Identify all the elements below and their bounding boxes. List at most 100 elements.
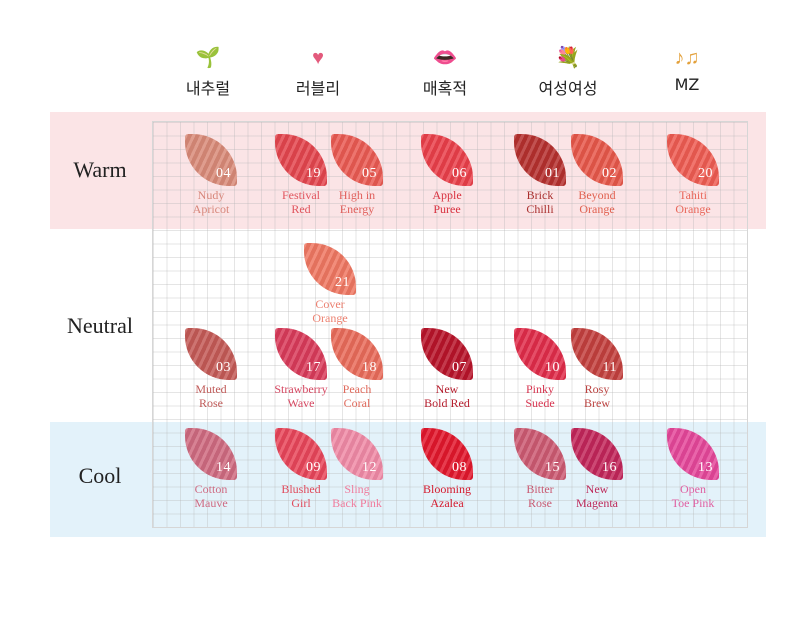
swatch-name: Pinky Suede xyxy=(525,382,555,410)
swatch-chip: 01 xyxy=(514,134,566,186)
swatch-name: Rosy Brew xyxy=(584,382,610,410)
swatch-name: New Bold Red xyxy=(424,382,470,410)
swatch-chip: 19 xyxy=(275,134,327,186)
column-header-2: ♥ 러블리 xyxy=(268,45,368,99)
lipstick-swatch-12: 12 Sling Back Pink xyxy=(317,428,397,510)
swatch-chip: 11 xyxy=(571,328,623,380)
swatch-name: Sling Back Pink xyxy=(332,482,382,510)
swatch-number: 20 xyxy=(698,166,713,181)
swatch-name: Cover Orange xyxy=(312,297,348,325)
lipstick-swatch-16: 16 New Magenta xyxy=(557,428,637,510)
swatch-name: Apple Puree xyxy=(432,188,462,216)
sprout-icon: 🌱 xyxy=(195,47,221,69)
swatch-chip: 08 xyxy=(421,428,473,480)
swatch-number: 17 xyxy=(306,360,321,375)
swatch-name: Blushed Girl xyxy=(281,482,321,510)
swatch-name: Brick Chilli xyxy=(526,188,554,216)
swatch-number: 16 xyxy=(602,460,617,475)
row-label-warm: Warm xyxy=(73,157,127,182)
swatch-number: 09 xyxy=(306,460,321,475)
swatch-number: 18 xyxy=(362,360,377,375)
flowers-icon: 💐 xyxy=(555,47,581,69)
column-header-3: 👄 매혹적 xyxy=(395,45,495,99)
swatch-name: Open Toe Pink xyxy=(671,482,715,510)
swatch-number: 13 xyxy=(698,460,713,475)
column-label: 러블리 xyxy=(295,79,341,98)
swatch-chip: 07 xyxy=(421,328,473,380)
column-label: MZ xyxy=(674,75,700,94)
swatch-number: 14 xyxy=(216,460,231,475)
column-header-4: 💐 여성여성 xyxy=(518,45,618,99)
swatch-chip: 12 xyxy=(331,428,383,480)
column-header-5: ♪♫ MZ xyxy=(637,45,737,94)
swatch-number: 03 xyxy=(216,360,231,375)
swatch-name: Bitter Rose xyxy=(526,482,554,510)
swatch-name: Festival Red xyxy=(282,188,320,216)
swatch-number: 01 xyxy=(545,166,560,181)
swatch-chip: 03 xyxy=(185,328,237,380)
lipstick-swatch-11: 11 Rosy Brew xyxy=(557,328,637,410)
swatch-number: 12 xyxy=(362,460,377,475)
swatch-number: 05 xyxy=(362,166,377,181)
lipstick-swatch-07: 07 New Bold Red xyxy=(407,328,487,410)
swatch-number: 19 xyxy=(306,166,321,181)
swatch-chip: 16 xyxy=(571,428,623,480)
swatch-name: Nudy Apricot xyxy=(192,188,230,216)
music-notes-icon: ♪♫ xyxy=(674,47,700,69)
column-label: 매혹적 xyxy=(422,79,468,98)
swatch-name: Cotton Mauve xyxy=(194,482,228,510)
row-label-cool: Cool xyxy=(78,463,122,488)
lips-icon: 👄 xyxy=(432,47,458,69)
lipstick-swatch-03: 03 Muted Rose xyxy=(171,328,251,410)
column-header-1: 🌱 내추럴 xyxy=(158,45,258,99)
lipstick-swatch-17: 17 Strawberry Wave xyxy=(261,328,341,410)
heart-icon: ♥ xyxy=(312,47,324,69)
swatch-chip: 18 xyxy=(331,328,383,380)
swatch-name: Peach Coral xyxy=(342,382,372,410)
lipstick-swatch-05: 05 High in Energy xyxy=(317,134,397,216)
lipstick-swatch-18: 18 Peach Coral xyxy=(317,328,397,410)
lipstick-swatch-15: 15 Bitter Rose xyxy=(500,428,580,510)
swatch-name: Strawberry Wave xyxy=(274,382,328,410)
swatch-chip: 17 xyxy=(275,328,327,380)
lipstick-swatch-02: 02 Beyond Orange xyxy=(557,134,637,216)
lipstick-swatch-09: 09 Blushed Girl xyxy=(261,428,341,510)
swatch-number: 02 xyxy=(602,166,617,181)
lipstick-swatch-01: 01 Brick Chilli xyxy=(500,134,580,216)
swatch-chip: 20 xyxy=(667,134,719,186)
swatch-number: 08 xyxy=(452,460,467,475)
swatch-name: Muted Rose xyxy=(195,382,227,410)
swatch-name: Beyond Orange xyxy=(578,188,616,216)
column-label: 내추럴 xyxy=(185,79,231,98)
swatch-number: 11 xyxy=(602,360,617,375)
swatch-number: 04 xyxy=(216,166,231,181)
lipstick-swatch-06: 06 Apple Puree xyxy=(407,134,487,216)
swatch-chip: 13 xyxy=(667,428,719,480)
lipstick-swatch-19: 19 Festival Red xyxy=(261,134,341,216)
swatch-number: 21 xyxy=(335,275,350,290)
swatch-name: Blooming Azalea xyxy=(422,482,471,510)
swatch-name: New Magenta xyxy=(576,482,618,510)
swatch-number: 07 xyxy=(452,360,467,375)
swatch-number: 06 xyxy=(452,166,467,181)
lipstick-swatch-14: 14 Cotton Mauve xyxy=(171,428,251,510)
lipstick-swatch-13: 13 Open Toe Pink xyxy=(653,428,733,510)
cool-band xyxy=(50,422,766,537)
swatch-chip: 21 xyxy=(304,243,356,295)
swatch-chip: 06 xyxy=(421,134,473,186)
lipstick-swatch-08: 08 Blooming Azalea xyxy=(407,428,487,510)
swatch-chip: 05 xyxy=(331,134,383,186)
swatch-name: High in Energy xyxy=(338,188,376,216)
swatch-chip: 02 xyxy=(571,134,623,186)
swatch-chip: 04 xyxy=(185,134,237,186)
swatch-number: 10 xyxy=(545,360,560,375)
lipstick-swatch-21: 21 Cover Orange xyxy=(290,243,370,325)
swatch-chip: 09 xyxy=(275,428,327,480)
row-label-neutral: Neutral xyxy=(67,313,133,338)
swatch-chip: 15 xyxy=(514,428,566,480)
swatch-chip: 14 xyxy=(185,428,237,480)
lipstick-swatch-04: 04 Nudy Apricot xyxy=(171,134,251,216)
warm-band xyxy=(50,112,766,229)
swatch-name: Tahiti Orange xyxy=(675,188,711,216)
column-label: 여성여성 xyxy=(538,79,598,98)
